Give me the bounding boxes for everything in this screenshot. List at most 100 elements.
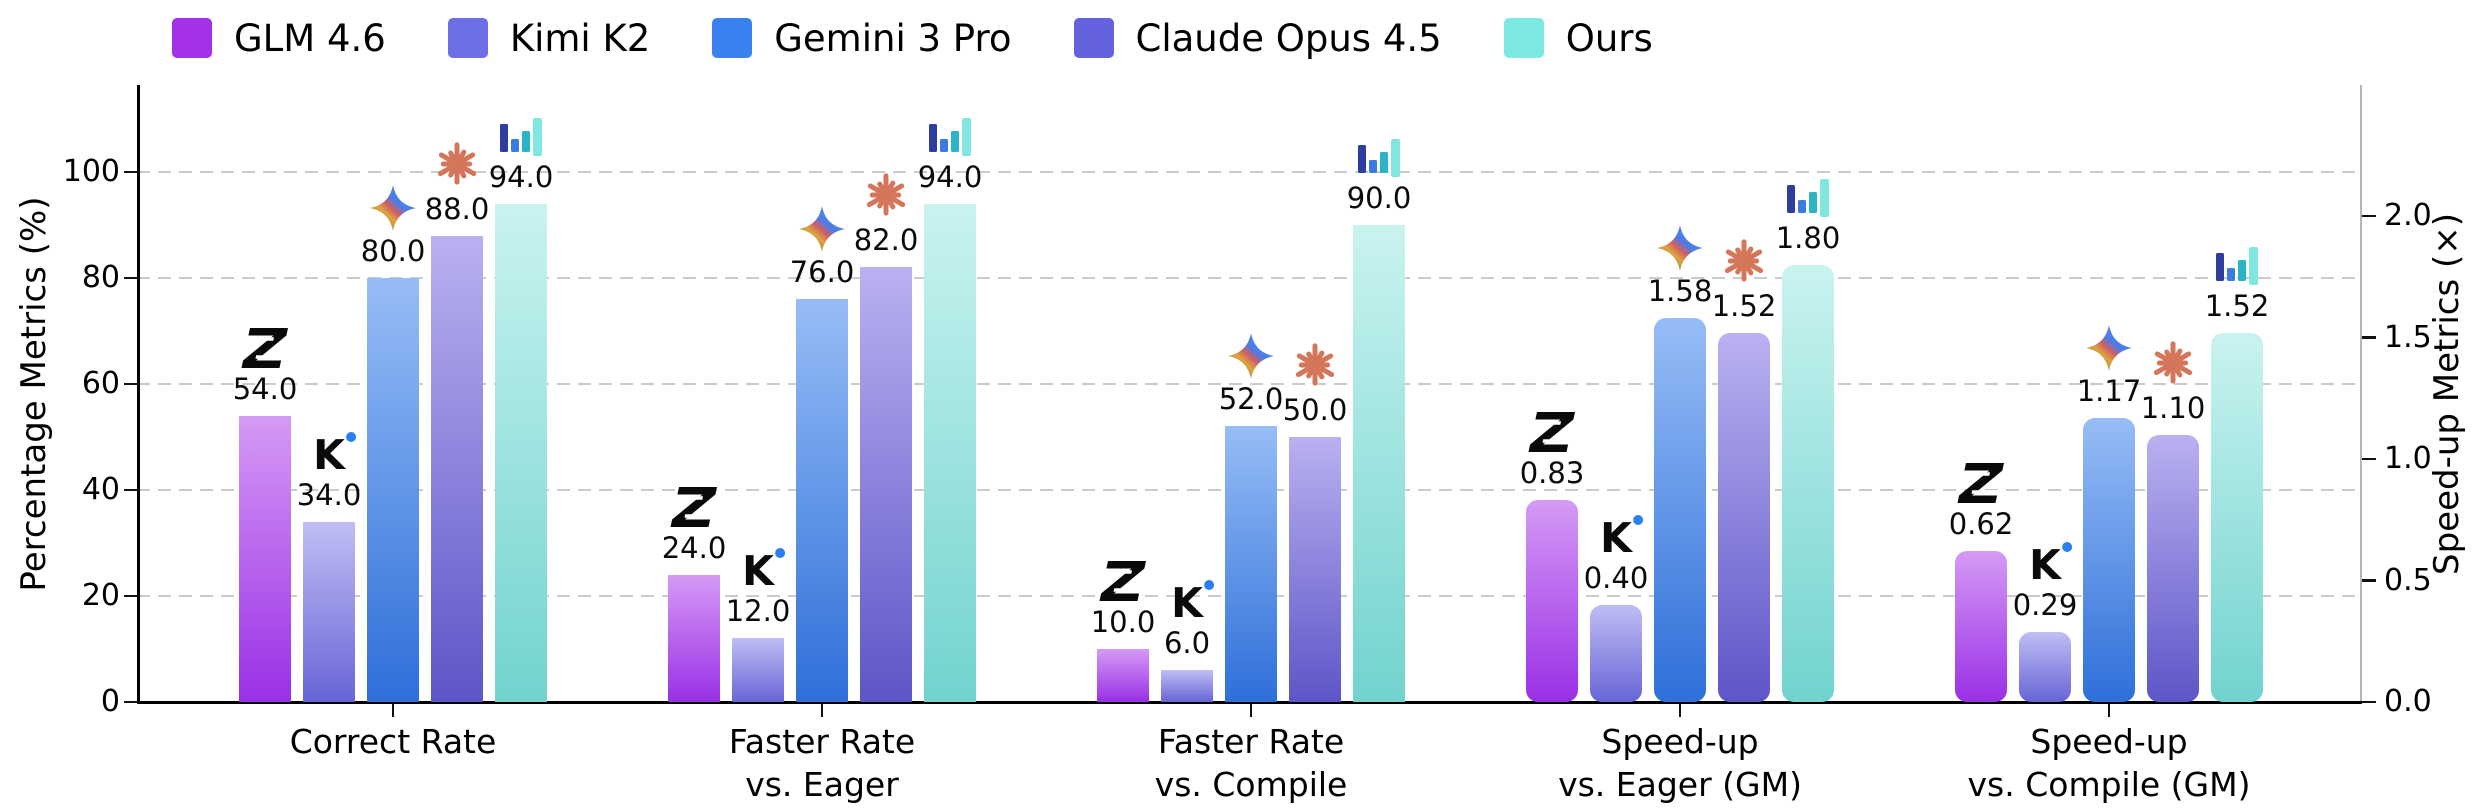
- bar-icon-claude-opus-4-5-correct-rate: [431, 138, 483, 190]
- ours-bars-icon: [2216, 246, 2258, 285]
- left-tick-80: [124, 276, 138, 280]
- legend-swatch-gemini-3-pro: [712, 18, 753, 58]
- kimi-k-icon: K: [1600, 514, 1643, 559]
- bar-ours-faster-rate-vs-eager: [924, 203, 976, 702]
- x-tick-speed-up-vs-compile-gm: [2107, 704, 2111, 717]
- left-tick-40: [124, 488, 138, 492]
- right-tick-label-0.0: 0.0: [2384, 684, 2432, 719]
- glm-z-icon: [1528, 412, 1575, 453]
- bar-icon-glm-4-6-speed-up-vs-compile-gm: [1954, 453, 2008, 505]
- kimi-dot-icon: [2061, 541, 2072, 552]
- right-axis-title: Speed-up Metrics (×): [2427, 212, 2467, 576]
- bar-glm-4-6-faster-rate-vs-eager: [668, 574, 720, 702]
- x-tick-correct-rate: [391, 704, 395, 717]
- category-label-correct-rate: Correct Rate: [290, 720, 497, 763]
- bar-icon-ours-speed-up-vs-compile-gm: [2213, 235, 2261, 287]
- category-label-line: Faster Rate: [1157, 722, 1345, 761]
- bar-icon-ours-faster-rate-vs-compile: [1355, 127, 1403, 179]
- left-tick-label-0: 0: [100, 684, 120, 719]
- gemini-star-icon: [370, 185, 416, 231]
- bar-icon-kimi-k2-faster-rate-vs-compile: K: [1171, 572, 1214, 624]
- left-tick-20: [124, 594, 138, 598]
- glm-z-icon: [1957, 463, 2004, 504]
- ours-bars-icon: [1358, 139, 1400, 177]
- bar-kimi-k2-speed-up-vs-compile-gm: [2019, 631, 2071, 702]
- bar-value-label-gemini-3-pro-speed-up-vs-eager-gm: 1.58: [1647, 274, 1713, 309]
- right-tick-label-2.0: 2.0: [2384, 198, 2432, 233]
- legend-item-claude-opus-4-5: Claude Opus 4.5: [1073, 16, 1442, 60]
- bar-kimi-k2-faster-rate-vs-eager: [732, 638, 784, 702]
- bar-icon-glm-4-6-speed-up-vs-eager-gm: [1525, 402, 1579, 454]
- legend-label: Gemini 3 Pro: [774, 16, 1012, 60]
- bar-claude-opus-4-5-faster-rate-vs-compile: [1289, 437, 1341, 702]
- right-tick-1.5: [2362, 336, 2376, 339]
- category-label-speed-up-vs-compile-gm: Speed-up vs. Compile (GM): [1968, 720, 2251, 806]
- claude-burst-icon: [1295, 343, 1335, 386]
- bar-icon-kimi-k2-speed-up-vs-eager-gm: K: [1600, 507, 1643, 559]
- left-tick-label-100: 100: [62, 154, 120, 189]
- right-tick-label-1.5: 1.5: [2384, 319, 2432, 355]
- gemini-star-icon: [1228, 333, 1274, 380]
- kimi-dot-icon: [774, 548, 785, 559]
- gridline-100: [137, 170, 2360, 174]
- bar-value-label-claude-opus-4-5-faster-rate-vs-eager: 82.0: [853, 223, 919, 258]
- right-tick-label-0.5: 0.5: [2384, 562, 2432, 598]
- bar-ours-correct-rate: [495, 203, 547, 702]
- left-tick-label-60: 60: [81, 366, 120, 401]
- legend-label: Kimi K2: [509, 16, 651, 60]
- claude-burst-icon: [1724, 238, 1764, 282]
- bar-value-label-gemini-3-pro-faster-rate-vs-eager: 76.0: [789, 255, 855, 290]
- left-tick-label-80: 80: [81, 260, 120, 295]
- bar-icon-kimi-k2-speed-up-vs-compile-gm: K: [2029, 534, 2072, 586]
- gridline-80: [137, 276, 2360, 280]
- bar-value-label-glm-4-6-speed-up-vs-eager-gm: 0.83: [1519, 456, 1585, 491]
- category-label-line: Faster Rate: [728, 722, 916, 761]
- bar-value-label-ours-faster-rate-vs-compile: 90.0: [1346, 181, 1412, 215]
- legend-swatch-glm-4-6: [172, 18, 212, 58]
- category-label-line: Speed-up: [1601, 722, 1759, 761]
- legend-item-ours: Ours: [1503, 18, 1653, 58]
- left-tick-label-20: 20: [81, 578, 120, 613]
- bar-value-label-kimi-k2-speed-up-vs-compile-gm: 0.29: [2012, 587, 2078, 622]
- legend-item-glm-4-6: GLM 4.6: [172, 18, 386, 58]
- bar-icon-gemini-3-pro-faster-rate-vs-eager: [798, 201, 846, 253]
- category-label-line: vs. Eager (GM): [1558, 765, 1802, 804]
- category-label-line: Speed-up: [2030, 722, 2188, 761]
- gemini-star-icon: [799, 206, 845, 253]
- bar-value-label-glm-4-6-correct-rate: 54.0: [232, 371, 298, 406]
- chart-legend: GLM 4.6 Kimi K2 Gemini 3 Pro Claude Opus 4.…: [172, 18, 1653, 58]
- category-label-line: vs. Eager: [745, 765, 899, 804]
- legend-item-kimi-k2: Kimi K2: [447, 16, 651, 60]
- right-tick-0.5: [2362, 579, 2376, 582]
- left-tick-label-40: 40: [81, 472, 120, 507]
- bar-kimi-k2-correct-rate: [303, 521, 355, 702]
- gemini-star-icon: [2086, 324, 2132, 371]
- bar-icon-ours-faster-rate-vs-eager: [926, 106, 974, 158]
- bar-value-label-claude-opus-4-5-correct-rate: 88.0: [424, 191, 490, 226]
- legend-item-gemini-3-pro: Gemini 3 Pro: [712, 16, 1012, 60]
- bar-ours-speed-up-vs-compile-gm: [2211, 332, 2263, 702]
- bar-value-label-gemini-3-pro-faster-rate-vs-compile: 52.0: [1218, 382, 1284, 417]
- claude-burst-icon: [866, 173, 906, 216]
- bar-claude-opus-4-5-speed-up-vs-compile-gm: [2147, 434, 2199, 702]
- bar-ours-speed-up-vs-eager-gm: [1782, 264, 1834, 702]
- bar-icon-gemini-3-pro-speed-up-vs-eager-gm: [1656, 220, 1704, 272]
- bar-value-label-gemini-3-pro-speed-up-vs-compile-gm: 1.17: [2076, 373, 2142, 408]
- category-label-speed-up-vs-eager-gm: Speed-up vs. Eager (GM): [1558, 720, 1802, 806]
- bar-icon-ours-correct-rate: [497, 106, 545, 158]
- claude-burst-icon: [2153, 341, 2193, 384]
- bar-claude-opus-4-5-correct-rate: [431, 235, 483, 702]
- bar-gemini-3-pro-faster-rate-vs-eager: [796, 299, 848, 702]
- glm-z-icon: [1099, 561, 1146, 601]
- bar-value-label-ours-correct-rate: 94.0: [488, 159, 554, 194]
- bar-value-label-gemini-3-pro-correct-rate: 80.0: [360, 234, 426, 268]
- bar-value-label-claude-opus-4-5-faster-rate-vs-compile: 50.0: [1282, 393, 1348, 427]
- bar-value-label-kimi-k2-speed-up-vs-eager-gm: 0.40: [1583, 560, 1649, 595]
- legend-label: Claude Opus 4.5: [1135, 16, 1442, 60]
- bar-value-label-glm-4-6-speed-up-vs-compile-gm: 0.62: [1948, 507, 2014, 542]
- bar-gemini-3-pro-faster-rate-vs-compile: [1225, 426, 1277, 702]
- left-tick-60: [124, 382, 138, 386]
- bar-icon-kimi-k2-correct-rate: K: [313, 424, 356, 476]
- kimi-dot-icon: [345, 431, 356, 442]
